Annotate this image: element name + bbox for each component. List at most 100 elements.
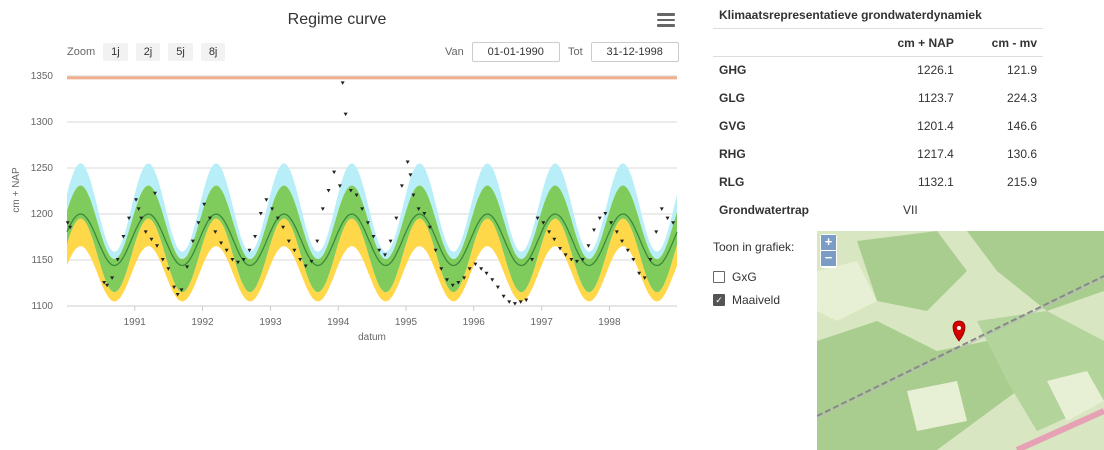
measurement-point — [405, 160, 410, 164]
x-tick-label: 1994 — [327, 317, 350, 328]
measurement-point — [224, 248, 229, 253]
stats-header-mv: cm - mv — [959, 29, 1043, 57]
measurement-point — [68, 225, 73, 230]
measurement-point — [512, 302, 517, 306]
row-nap: 1132.1 — [918, 175, 954, 189]
measurement-point — [592, 228, 597, 233]
measurement-point — [473, 262, 478, 267]
measurement-point — [337, 184, 342, 188]
measurement-point — [416, 207, 421, 211]
measurement-point — [172, 285, 177, 290]
measurement-point — [659, 207, 664, 211]
row-mv: 130.6 — [1006, 147, 1037, 161]
chart-menu-icon[interactable] — [657, 13, 675, 27]
table-row: RLG 1132.1 215.9 — [713, 169, 1043, 197]
row-nap: 1201.4 — [917, 119, 954, 133]
zoom-8j-button[interactable]: 8j — [200, 43, 226, 61]
measurement-point — [433, 248, 438, 253]
measurement-point — [247, 248, 252, 253]
measurement-point — [134, 198, 139, 202]
zoom-2j-button[interactable]: 2j — [135, 43, 161, 61]
measurement-point — [202, 202, 207, 207]
map-zoom-in-button[interactable]: + — [821, 235, 836, 250]
measurement-point — [365, 221, 370, 225]
measurement-point — [603, 212, 608, 216]
maaiveld-option[interactable]: ✓ Maaiveld — [713, 293, 794, 307]
measurement-point — [121, 235, 126, 239]
map-canvas — [817, 231, 1104, 450]
measurement-point — [371, 235, 376, 239]
x-tick-label: 1992 — [191, 317, 214, 328]
row-label: GLG — [719, 91, 745, 105]
toon-title: Toon in grafiek: — [713, 240, 795, 254]
measurement-point — [332, 170, 337, 175]
measurement-point — [348, 189, 353, 193]
measurement-point — [450, 283, 455, 288]
measurement-points — [65, 81, 676, 306]
measurement-point — [149, 237, 154, 242]
measurement-point — [286, 239, 291, 244]
van-label: Van — [445, 46, 464, 58]
measurement-point — [207, 216, 212, 221]
measurement-point — [637, 271, 642, 276]
measurement-point — [315, 239, 320, 244]
zoom-5j-button[interactable]: 5j — [168, 43, 193, 61]
regime-chart: Regime curve 1100 1150 1200 1250 1300 1350 199… — [11, 11, 678, 343]
measurement-point — [558, 246, 563, 251]
y-axis-label: cm + NAP — [11, 167, 22, 213]
x-tick-label: 1991 — [124, 317, 147, 328]
measurement-point — [303, 264, 308, 268]
measurement-point — [270, 207, 275, 211]
measurement-point — [382, 253, 387, 257]
zoom-1j-button[interactable]: 1j — [103, 43, 128, 61]
tot-input[interactable] — [590, 42, 679, 62]
measurement-point — [654, 230, 659, 234]
measurement-point — [597, 216, 602, 221]
x-tick-label: 1996 — [463, 317, 486, 328]
measurement-point — [377, 248, 382, 253]
van-input[interactable] — [471, 42, 560, 62]
measurement-point — [671, 221, 676, 225]
measurement-point — [586, 244, 591, 248]
row-mv: 146.6 — [1006, 119, 1037, 133]
measurement-point — [127, 216, 132, 221]
measurement-point — [411, 193, 416, 198]
measurement-point — [343, 112, 348, 117]
map-zoom-control: + − — [820, 234, 837, 268]
range-to: Tot — [568, 42, 679, 62]
measurement-point — [258, 212, 263, 216]
gxg-option[interactable]: GxG — [713, 270, 794, 284]
maaiveld-checkbox[interactable]: ✓ — [713, 294, 725, 306]
measurement-point — [569, 258, 574, 262]
measurement-point — [213, 230, 218, 234]
measurement-point — [388, 239, 393, 244]
measurement-point — [479, 267, 484, 271]
map-marker-dot — [957, 326, 961, 330]
map-zoom-out-button[interactable]: − — [821, 251, 836, 266]
location-map[interactable]: + − — [817, 231, 1104, 450]
measurement-point — [219, 241, 224, 245]
measurement-point — [620, 239, 625, 244]
y-tick-label: 1250 — [31, 163, 54, 174]
measurement-point — [665, 216, 670, 221]
measurement-point — [439, 267, 444, 271]
x-axis-label: datum — [358, 332, 386, 343]
measurement-point — [281, 225, 286, 230]
maaiveld-label: Maaiveld — [732, 293, 781, 307]
table-row: GLG 1123.7 224.3 — [713, 85, 1043, 113]
main-road — [1015, 408, 1104, 450]
measurement-point — [298, 258, 303, 262]
median-line — [66, 213, 678, 267]
measurement-point — [115, 258, 120, 262]
y-tick-label: 1150 — [31, 255, 53, 266]
measurement-point — [484, 271, 489, 276]
measurement-point — [230, 258, 235, 262]
measurement-point — [427, 225, 432, 230]
measurement-point — [467, 267, 472, 271]
gxg-checkbox[interactable] — [713, 271, 725, 283]
x-tick-label: 1995 — [395, 317, 418, 328]
map-marker-icon[interactable] — [952, 320, 966, 342]
measurement-point — [143, 230, 148, 234]
measurement-point — [507, 300, 512, 304]
measurement-point — [609, 221, 614, 225]
